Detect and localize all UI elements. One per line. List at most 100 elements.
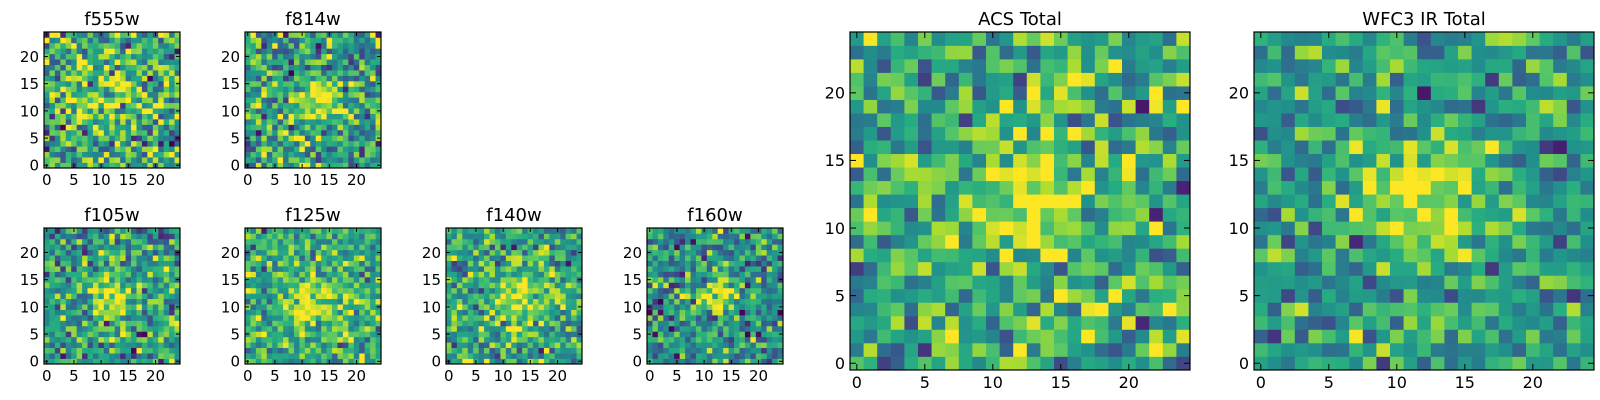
pixel-cell xyxy=(321,157,327,163)
pixel-cell xyxy=(283,119,289,125)
pixel-cell xyxy=(467,249,474,256)
pixel-cell xyxy=(462,233,469,240)
pixel-cell xyxy=(353,293,360,300)
pixel-cell xyxy=(478,238,485,245)
pixel-cell xyxy=(1471,261,1486,276)
pixel-cell xyxy=(647,325,653,332)
pixel-cell xyxy=(277,353,284,359)
pixel-cell xyxy=(1335,221,1350,236)
pixel-cell xyxy=(152,59,159,65)
pixel-cell xyxy=(1135,167,1150,182)
panel-title-f160w: f160w xyxy=(687,205,742,226)
pixel-cell xyxy=(972,194,987,209)
pixel-cell xyxy=(1376,302,1391,317)
pixel-cell xyxy=(728,260,735,267)
pixel-cell xyxy=(98,37,105,44)
pixel-cell xyxy=(1122,356,1136,371)
pixel-cell xyxy=(1040,221,1055,236)
pixel-cell xyxy=(174,151,181,158)
pixel-cell xyxy=(538,347,545,354)
pixel-cell xyxy=(332,271,338,278)
pixel-cell xyxy=(1040,329,1055,344)
pixel-cell xyxy=(467,228,474,234)
pixel-cell xyxy=(712,228,719,234)
pixel-cell xyxy=(163,325,170,332)
pixel-cell xyxy=(353,304,360,310)
pixel-cell xyxy=(695,320,702,327)
pixel-cell xyxy=(1430,356,1445,371)
pixel-cell xyxy=(98,135,105,142)
pixel-cell xyxy=(739,244,746,251)
pixel-cell xyxy=(1471,234,1486,249)
pixel-cell xyxy=(174,48,181,55)
pixel-cell xyxy=(147,91,154,98)
pixel-cell xyxy=(359,48,366,55)
pixel-cell xyxy=(174,238,181,245)
pixel-cell xyxy=(1471,329,1486,344)
pixel-cell xyxy=(571,233,577,240)
pixel-cell xyxy=(131,298,137,305)
pixel-cell xyxy=(158,135,165,142)
pixel-cell xyxy=(1362,275,1377,290)
pixel-cell xyxy=(1294,261,1309,276)
pixel-cell xyxy=(554,325,561,332)
pixel-cell xyxy=(125,233,132,240)
pixel-cell xyxy=(348,48,355,55)
pixel-cell xyxy=(82,266,88,272)
pixel-cell xyxy=(527,309,534,316)
pixel-cell xyxy=(1390,329,1404,344)
pixel-cell xyxy=(565,255,572,261)
pixel-cell xyxy=(1322,167,1336,182)
y-tick-label-f814w: 10 xyxy=(221,102,240,120)
pixel-cell xyxy=(1566,234,1581,249)
pixel-cell xyxy=(462,353,469,359)
pixel-cell xyxy=(293,75,300,82)
pixel-cell xyxy=(147,42,154,49)
pixel-cell xyxy=(500,287,507,294)
pixel-cell xyxy=(554,260,561,267)
pixel-cell xyxy=(505,266,512,272)
pixel-cell xyxy=(65,59,72,65)
pixel-cell xyxy=(321,53,327,60)
pixel-cell xyxy=(359,320,366,327)
pixel-cell xyxy=(44,353,50,359)
pixel-cell xyxy=(850,126,864,141)
pixel-cell xyxy=(293,140,300,147)
pixel-cell xyxy=(1498,234,1513,249)
pixel-cell xyxy=(1122,288,1136,303)
pixel-cell xyxy=(169,75,175,82)
pixel-cell xyxy=(1512,342,1527,357)
pixel-cell xyxy=(60,238,67,245)
pixel-cell xyxy=(972,275,987,290)
pixel-cell xyxy=(739,249,746,256)
pixel-cell xyxy=(663,249,670,256)
pixel-cell xyxy=(163,336,170,343)
pixel-cell xyxy=(76,315,83,321)
pixel-cell xyxy=(494,336,501,343)
pixel-cell xyxy=(261,32,268,38)
pixel-cell xyxy=(114,282,121,289)
pixel-cell xyxy=(877,45,892,60)
pixel-cell xyxy=(766,287,773,294)
pixel-cell xyxy=(342,80,349,87)
pixel-cell xyxy=(82,102,88,109)
pixel-cell xyxy=(98,271,105,278)
pixel-cell xyxy=(332,255,338,261)
pixel-cell xyxy=(663,266,670,272)
pixel-cell xyxy=(288,228,295,234)
pixel-cell xyxy=(103,75,110,82)
pixel-cell xyxy=(304,233,311,240)
pixel-cell xyxy=(516,260,523,267)
pixel-cell xyxy=(60,97,67,104)
pixel-cell xyxy=(958,315,973,330)
pixel-cell xyxy=(169,271,175,278)
pixel-cell xyxy=(755,336,762,343)
pixel-cell xyxy=(245,102,251,109)
pixel-cell xyxy=(527,287,534,294)
pixel-cell xyxy=(500,260,507,267)
pixel-cell xyxy=(863,32,878,46)
pixel-cell xyxy=(49,342,56,349)
pixel-cell xyxy=(152,151,159,158)
pixel-cell xyxy=(163,255,170,261)
pixel-cell xyxy=(1294,194,1309,209)
